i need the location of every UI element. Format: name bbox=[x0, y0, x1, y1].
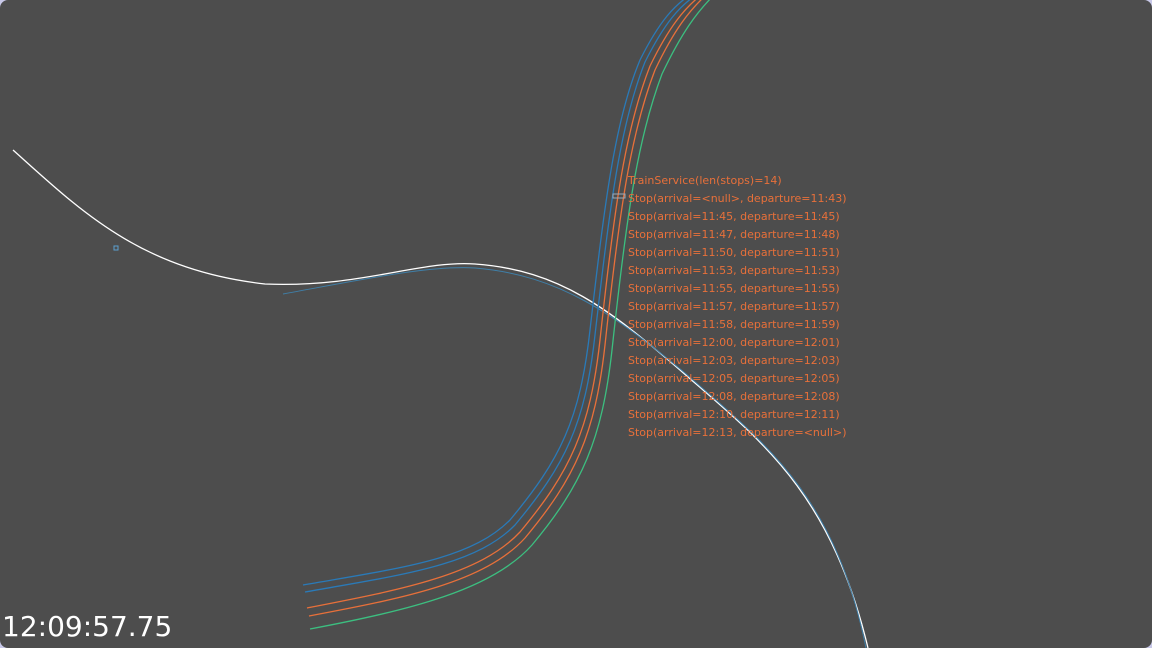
stop-line: Stop(arrival=12:13, departure=<null>) bbox=[628, 426, 847, 439]
stop-line: Stop(arrival=11:50, departure=11:51) bbox=[628, 246, 840, 259]
stop-line: Stop(arrival=11:45, departure=11:45) bbox=[628, 210, 840, 223]
stop-line: Stop(arrival=12:00, departure=12:01) bbox=[628, 336, 840, 349]
marker bbox=[612, 193, 626, 199]
service-title: TrainService(len(stops)=14) bbox=[627, 174, 782, 187]
stop-line: Stop(arrival=11:58, departure=11:59) bbox=[628, 318, 840, 331]
track-blue-1 bbox=[302, 0, 685, 586]
stop-line: Stop(arrival=12:08, departure=12:08) bbox=[628, 390, 840, 403]
stop-line: Stop(arrival=11:57, departure=11:57) bbox=[628, 300, 840, 313]
track-white bbox=[12, 149, 869, 648]
clock: 12:09:57.75 bbox=[2, 610, 172, 643]
tracks bbox=[12, 0, 869, 648]
stop-line: Stop(arrival=11:47, departure=11:48) bbox=[628, 228, 840, 241]
track-faint bbox=[282, 267, 867, 648]
track-green bbox=[309, 0, 711, 630]
track-blue-2 bbox=[304, 0, 691, 593]
stop-line: Stop(arrival=11:53, departure=11:53) bbox=[628, 264, 840, 277]
marker bbox=[113, 245, 119, 251]
stop-line: Stop(arrival=12:03, departure=12:03) bbox=[628, 354, 840, 367]
track-orange-2 bbox=[308, 0, 702, 617]
stop-line: Stop(arrival=11:55, departure=11:55) bbox=[628, 282, 840, 295]
stop-line: Stop(arrival=<null>, departure=11:43) bbox=[628, 192, 847, 205]
stop-list: Stop(arrival=<null>, departure=11:43) Sto… bbox=[628, 192, 847, 439]
stop-line: Stop(arrival=12:05, departure=12:05) bbox=[628, 372, 840, 385]
stop-line: Stop(arrival=12:10, departure=12:11) bbox=[628, 408, 840, 421]
track-orange-1 bbox=[306, 0, 697, 609]
